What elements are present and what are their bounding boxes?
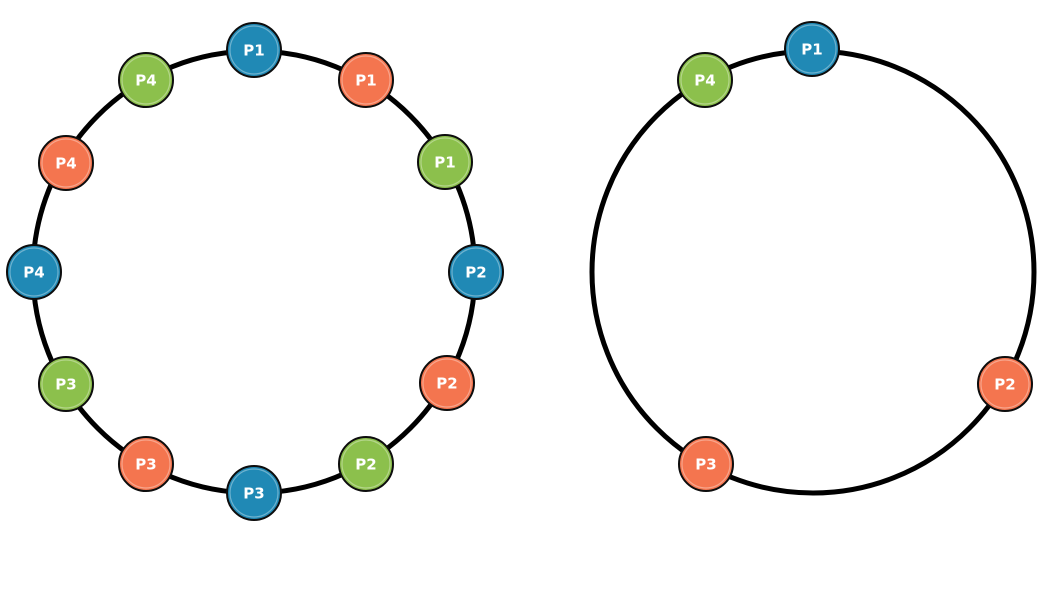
node-circle [448, 244, 504, 300]
right-ring-nodes: P1 P2 P3 P4 [677, 21, 1033, 492]
node-circle [417, 134, 473, 190]
right-hash-ring [589, 48, 1037, 496]
node-circle [226, 465, 282, 521]
node-inner-ring [341, 439, 391, 489]
node-label: P4 [23, 264, 44, 282]
node-label: P1 [243, 42, 264, 60]
node-inner-ring [121, 55, 171, 105]
node-inner-ring [451, 247, 501, 297]
node-circle [678, 436, 734, 492]
node-label: P1 [801, 41, 822, 59]
node-p2-blue: P2 [448, 244, 504, 300]
node-inner-ring [41, 359, 91, 409]
node-label: P2 [436, 375, 457, 393]
node-p4-green: P4 [677, 52, 733, 108]
node-inner-ring [787, 24, 837, 74]
node-p1-orange: P1 [338, 52, 394, 108]
node-circle [118, 436, 174, 492]
node-circle [677, 52, 733, 108]
node-inner-ring [9, 247, 59, 297]
node-p4-blue: P4 [6, 244, 62, 300]
node-circle [118, 52, 174, 108]
node-circle [38, 356, 94, 412]
node-label: P2 [994, 376, 1015, 394]
node-p3-green: P3 [38, 356, 94, 412]
node-p4-green: P4 [118, 52, 174, 108]
node-inner-ring [680, 55, 730, 105]
node-circle [38, 135, 94, 191]
node-circle [226, 22, 282, 78]
node-inner-ring [980, 359, 1030, 409]
node-label: P4 [135, 72, 156, 90]
node-inner-ring [229, 25, 279, 75]
node-circle [419, 355, 475, 411]
node-label: P1 [355, 72, 376, 90]
node-inner-ring [121, 439, 171, 489]
node-p3-orange: P3 [678, 436, 734, 492]
node-label: P3 [55, 376, 76, 394]
node-label: P3 [135, 456, 156, 474]
node-label: P4 [55, 155, 76, 173]
node-label: P2 [465, 264, 486, 282]
node-inner-ring [422, 358, 472, 408]
node-label: P2 [355, 456, 376, 474]
node-inner-ring [341, 55, 391, 105]
left-ring-nodes: P1 P1 P1 P2 P2 P2 P3 P3 P3 P4 P4 P4 [6, 22, 504, 521]
node-p3-orange: P3 [118, 436, 174, 492]
node-p1-green: P1 [417, 134, 473, 190]
node-inner-ring [420, 137, 470, 187]
node-circle [338, 436, 394, 492]
node-label: P3 [243, 485, 264, 503]
node-p3-blue: P3 [226, 465, 282, 521]
node-p1-blue: P1 [226, 22, 282, 78]
node-p2-green: P2 [338, 436, 394, 492]
node-inner-ring [229, 468, 279, 518]
node-circle [6, 244, 62, 300]
node-circle [338, 52, 394, 108]
node-p4-orange: P4 [38, 135, 94, 191]
node-label: P4 [694, 72, 715, 90]
node-label: P1 [434, 154, 455, 172]
node-p1-blue: P1 [784, 21, 840, 77]
node-label: P3 [695, 456, 716, 474]
node-p2-orange: P2 [977, 356, 1033, 412]
node-p2-orange: P2 [419, 355, 475, 411]
node-inner-ring [681, 439, 731, 489]
node-circle [784, 21, 840, 77]
node-inner-ring [41, 138, 91, 188]
left-hash-ring [30, 48, 478, 496]
node-circle [977, 356, 1033, 412]
